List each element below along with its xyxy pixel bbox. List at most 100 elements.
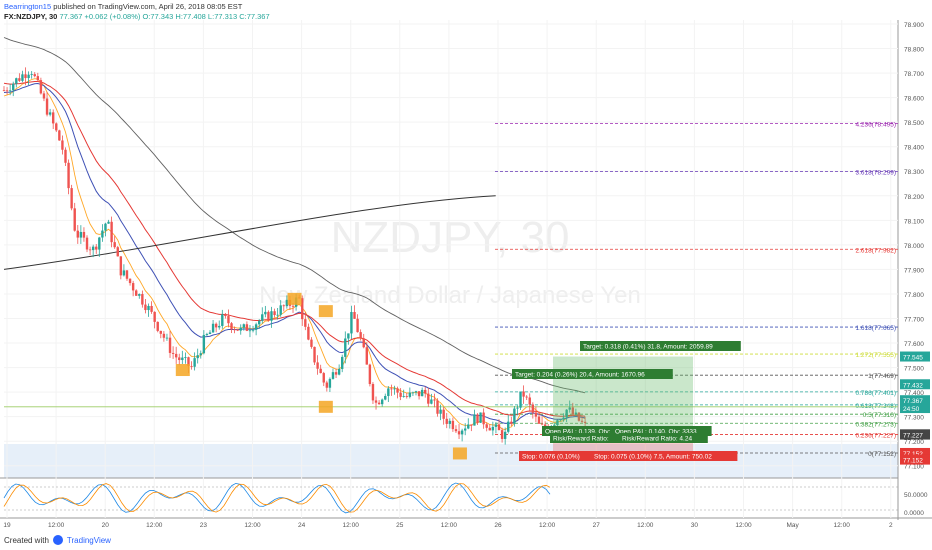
candle-body xyxy=(39,80,43,94)
candle-body xyxy=(460,430,464,435)
price-tag xyxy=(900,403,930,414)
author-name[interactable]: Bearrington15 xyxy=(4,2,52,11)
candle-body xyxy=(580,420,584,422)
candle-body xyxy=(503,431,507,439)
y-tick-label: 77.800 xyxy=(904,292,924,299)
candle-body xyxy=(254,324,258,330)
position-label-box xyxy=(512,369,673,379)
candle-body xyxy=(248,330,252,332)
tradingview-logo-icon xyxy=(52,535,63,545)
candle-body xyxy=(264,311,267,315)
candle-body xyxy=(457,431,461,435)
x-tick-label: 12:00 xyxy=(244,522,261,529)
candle-body xyxy=(488,427,491,431)
y-tick-label: 78.200 xyxy=(904,194,924,201)
position-label: Risk/Reward Ratio: 4.24 xyxy=(622,436,692,443)
fib-label: 0.236(77.227) xyxy=(856,433,896,440)
candle-body xyxy=(24,74,27,79)
candle-body xyxy=(534,412,538,417)
candle-body xyxy=(245,324,249,331)
candle-body xyxy=(482,412,485,425)
candle-body xyxy=(214,323,218,328)
candle-body xyxy=(528,397,531,405)
candle-body xyxy=(282,305,285,307)
swing-marker xyxy=(287,292,302,305)
footer: Created with TradingView xyxy=(4,535,111,545)
candle-body xyxy=(224,314,227,317)
candle-body xyxy=(42,93,46,99)
candle-body xyxy=(218,325,221,328)
candle-body xyxy=(319,368,322,374)
price-tag-label: 77.367 xyxy=(903,398,923,405)
candle-body xyxy=(159,330,163,334)
fib-label: 0.786(77.401) xyxy=(856,390,896,397)
position-label: Open P&L: 0.139, Qty: xyxy=(545,429,611,436)
candle-body xyxy=(205,334,209,335)
fib-label: 3.618(78.299) xyxy=(856,169,896,176)
symbol-label: FX:NZDJPY, 30 xyxy=(4,12,58,21)
position-label-box xyxy=(591,451,738,461)
candle-body xyxy=(390,388,393,390)
x-tick-label: 26 xyxy=(494,522,502,529)
candle-body xyxy=(104,223,107,231)
candle-body xyxy=(33,74,36,77)
candle-body xyxy=(95,246,98,250)
candle-body xyxy=(368,364,372,385)
candle-body xyxy=(337,368,341,375)
position-label-box xyxy=(580,341,741,351)
candle-body xyxy=(64,149,67,163)
candle-body xyxy=(199,353,202,356)
candle-body xyxy=(27,74,30,79)
candle-body xyxy=(285,299,289,307)
candle-body xyxy=(193,358,196,367)
candle-body xyxy=(147,305,150,311)
candle-body xyxy=(411,392,415,394)
candle-body xyxy=(251,329,255,331)
candle-body xyxy=(341,356,344,369)
candle-body xyxy=(430,399,433,404)
candle-body xyxy=(208,332,212,335)
candle-body xyxy=(239,327,242,331)
ma-black-line xyxy=(3,195,496,270)
candle-body xyxy=(55,123,58,131)
position-label-box xyxy=(542,426,624,436)
candle-body xyxy=(359,332,362,339)
candle-body xyxy=(131,283,135,291)
candle-body xyxy=(427,393,430,404)
candle-body xyxy=(436,400,439,414)
time-axis[interactable]: 19 12:00 20 12:00 23 12:00 24 12:00 25 12:00 26 12:… xyxy=(3,522,893,529)
candle-body xyxy=(445,418,448,424)
price-axis[interactable]: 78.900 78.800 78.700 78.600 78.500 78.400 78.3… xyxy=(900,22,930,471)
candle-body xyxy=(387,388,390,397)
candle-body xyxy=(396,388,399,393)
y-tick-label: 78.400 xyxy=(904,145,924,152)
osc-tick-label: 50.0000 xyxy=(904,492,928,499)
ohlc-values: O:77.343 H:77.408 L:77.313 C:77.367 xyxy=(142,12,270,21)
price-tag xyxy=(900,351,930,362)
position-label: Target: 0.204 (0.26%) 20.4, Amount: 1670… xyxy=(515,372,645,379)
y-tick-label: 78.300 xyxy=(904,169,924,176)
price-tag xyxy=(900,379,930,390)
candle-body xyxy=(165,337,169,339)
candle-body xyxy=(399,392,402,397)
candle-body xyxy=(583,421,587,423)
fib-levels: 0(77.152) 0.236(77.227) 0.382(77.273) 0.5(7… xyxy=(495,121,898,458)
swing-marker xyxy=(452,447,467,460)
candle-body xyxy=(156,321,159,331)
tradingview-brand[interactable]: TradingView xyxy=(66,535,111,545)
candle-body xyxy=(184,357,187,359)
candle-body xyxy=(537,416,541,424)
candle-body xyxy=(374,400,378,403)
candle-body xyxy=(347,333,350,339)
x-tick-label: May xyxy=(786,522,799,529)
candle-body xyxy=(562,417,565,420)
candle-body xyxy=(291,305,295,307)
price-tag xyxy=(900,454,930,465)
candle-body xyxy=(571,407,575,415)
ma-gray-line xyxy=(3,37,586,394)
candle-body xyxy=(85,237,89,250)
y-tick-label: 77.500 xyxy=(904,366,924,373)
candle-body xyxy=(325,382,329,388)
candle-body xyxy=(242,324,246,328)
